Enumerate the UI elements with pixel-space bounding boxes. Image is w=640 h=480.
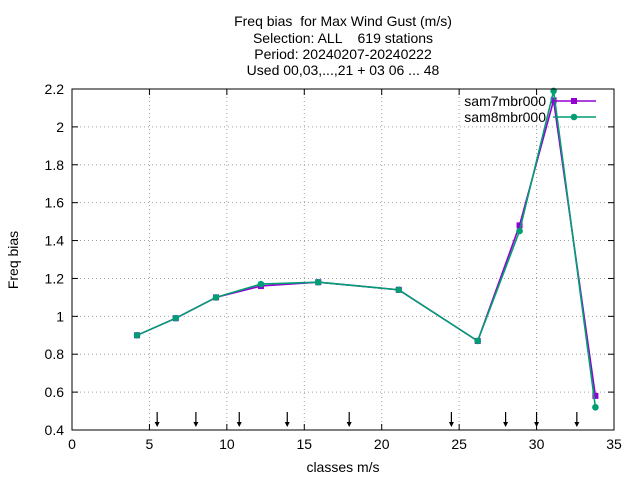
y-tick-label: 2.2 [45,81,65,97]
y-axis-ticks: 0.4 0.6 0.8 1 1.2 1.4 1.6 1.8 2 2.2 [45,81,614,438]
series-sam8mbr000 [133,87,599,411]
arrow-head [346,422,352,427]
title-line-4: Used 00,03,...,21 + 03 06 ... 48 [247,62,440,78]
x-tick-label: 0 [68,436,76,452]
y-tick-label: 1.8 [45,157,65,173]
x-tick-label: 35 [606,436,622,452]
x-tick-label: 15 [296,436,312,452]
legend-item-sam8mbr000: sam8mbr000 [464,109,596,125]
arrow-head [574,422,580,427]
class-limit-arrow [193,412,199,427]
data-point [516,227,523,235]
plot-frame [71,88,615,431]
title-line-2: Selection: ALL 619 stations [253,30,433,46]
y-tick-label: 1.4 [45,233,65,249]
class-limit-arrow [236,412,242,427]
arrow-head [503,422,509,427]
class-limit-arrow [154,412,160,427]
legend-item-sam7mbr000: sam7mbr000 [464,93,596,109]
data-point [172,314,180,322]
y-tick-label: 1 [56,308,64,324]
arrow-head [236,422,242,427]
title-line-3: Period: 20240207-20240222 [254,46,432,62]
arrow-head [154,422,160,427]
x-tick-label: 5 [146,436,154,452]
chart-title: Freq bias for Max Wind Gust (m/s) Select… [234,13,452,78]
title-line-1: Freq bias for Max Wind Gust (m/s) [234,13,452,29]
y-tick-label: 1.6 [45,195,65,211]
x-tick-label: 30 [529,436,545,452]
data-point [212,294,220,301]
data-point [474,337,482,345]
y-tick-label: 0.6 [45,384,65,400]
data-point [257,280,265,288]
data-point [133,331,141,339]
x-tick-label: 20 [374,436,390,452]
class-limit-arrow [346,412,352,427]
series-line [136,90,597,408]
data-point [314,278,322,286]
y-tick-label: 1.2 [45,270,65,286]
x-tick-label: 25 [451,436,467,452]
y-tick-label: 2 [56,119,64,135]
data-point [516,222,523,229]
arrow-head [193,422,199,427]
y-tick-label: 0.4 [45,422,65,438]
x-axis-ticks: 0 5 10 15 20 25 30 35 [68,89,622,452]
legend-label: sam8mbr000 [464,109,546,125]
series-line [136,99,597,397]
legend-marker [571,98,577,104]
arrow-head [284,422,290,427]
y-tick-label: 0.8 [45,346,65,362]
class-limit-arrow [503,412,509,427]
class-limit-arrow [284,412,290,427]
series-sam7mbr000 [134,97,599,399]
class-limit-arrow [574,412,580,427]
legend-label: sam7mbr000 [464,93,546,109]
class-limit-arrow [448,412,454,427]
grid [72,89,614,430]
y-axis-label: Freq bias [5,231,21,289]
legend-marker [570,113,578,121]
series-layer [133,87,599,411]
class-limit-markers [154,412,580,427]
data-point [395,286,403,294]
x-tick-label: 10 [219,436,235,452]
x-axis-label: classes m/s [306,459,379,475]
data-point [592,392,599,399]
arrow-head [448,422,454,427]
data-point [592,403,599,411]
